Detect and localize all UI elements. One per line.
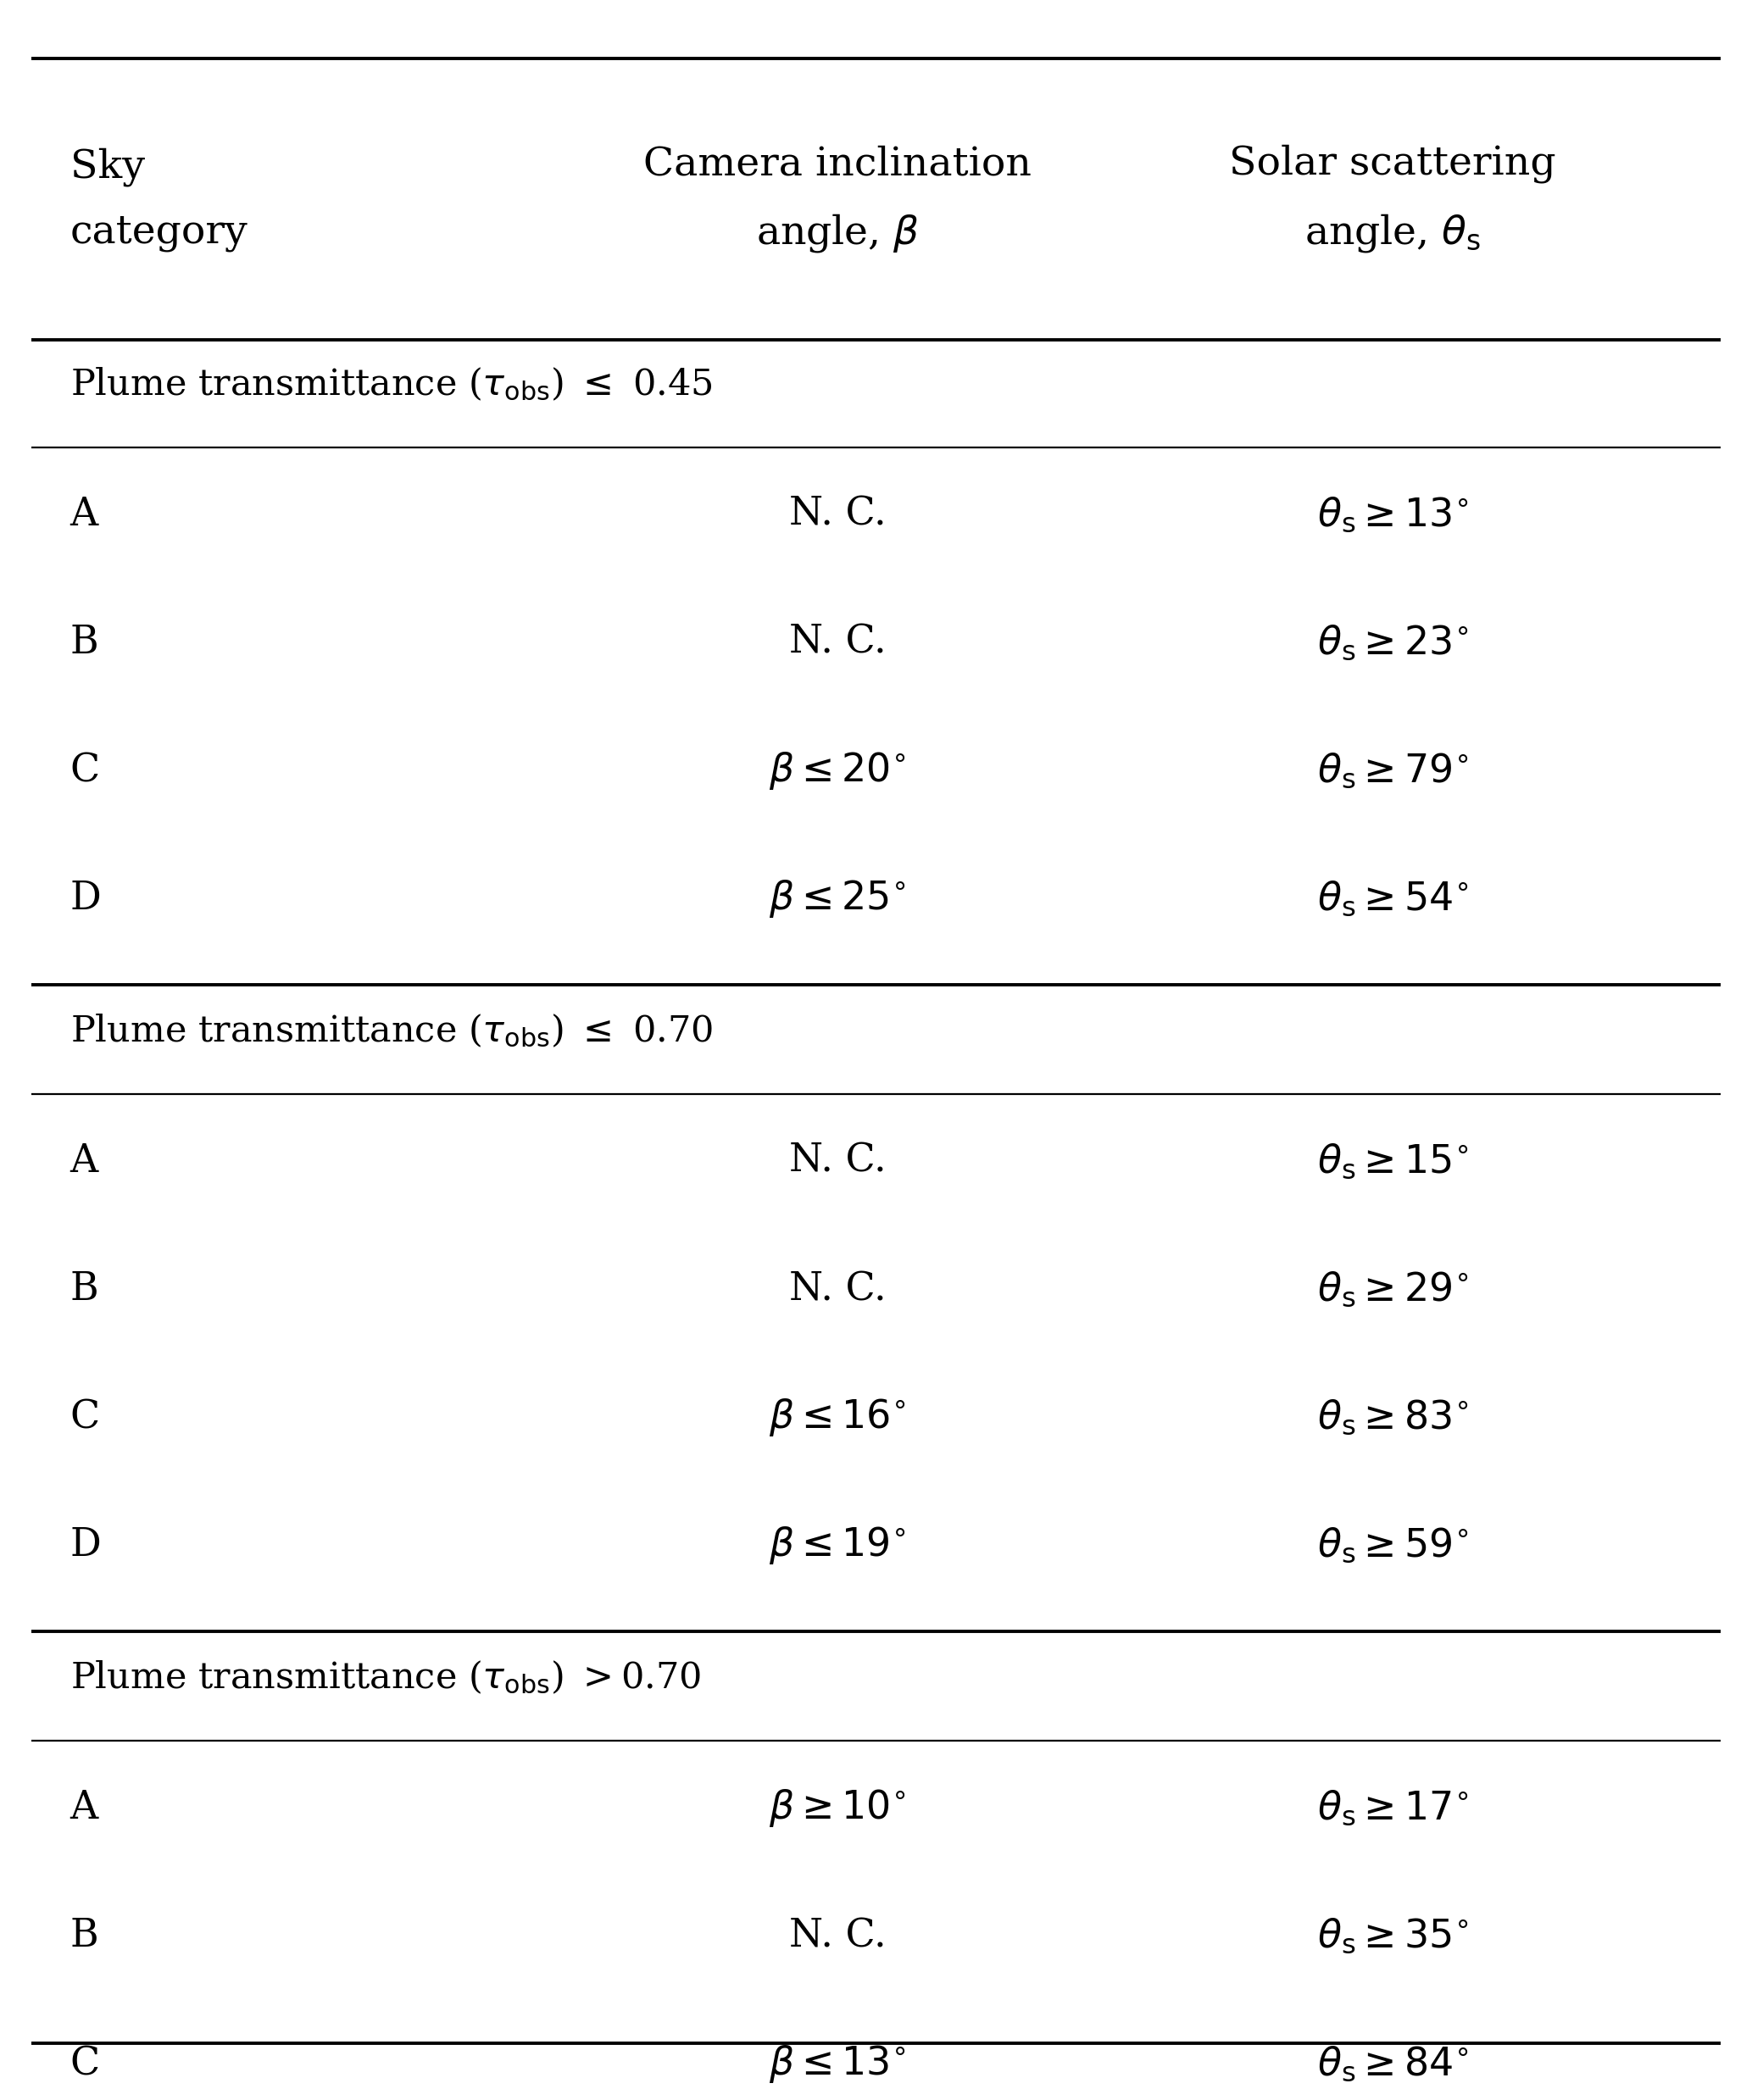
- Text: $\theta_\mathrm{s} \geq 83^{\circ}$: $\theta_\mathrm{s} \geq 83^{\circ}$: [1318, 1399, 1468, 1436]
- Text: N. C.: N. C.: [788, 624, 887, 662]
- Text: A: A: [70, 1789, 98, 1827]
- Text: N. C.: N. C.: [788, 1270, 887, 1308]
- Text: $\beta \leq 16^{\circ}$: $\beta \leq 16^{\circ}$: [769, 1396, 906, 1438]
- Text: A: A: [70, 1142, 98, 1180]
- Text: Camera inclination
angle, $\beta$: Camera inclination angle, $\beta$: [643, 145, 1032, 254]
- Text: N. C.: N. C.: [788, 1142, 887, 1180]
- Text: N. C.: N. C.: [788, 1917, 887, 1955]
- Text: Solar scattering
angle, $\theta_\mathrm{s}$: Solar scattering angle, $\theta_\mathrm{…: [1230, 145, 1556, 254]
- Text: $\theta_\mathrm{s} \geq 29^{\circ}$: $\theta_\mathrm{s} \geq 29^{\circ}$: [1318, 1270, 1468, 1308]
- Text: D: D: [70, 880, 102, 918]
- Text: C: C: [70, 1399, 100, 1436]
- Text: Plume transmittance ($\tau_\mathrm{obs}$) $>$0.70: Plume transmittance ($\tau_\mathrm{obs}$…: [70, 1659, 701, 1697]
- Text: N. C.: N. C.: [788, 496, 887, 533]
- Text: $\theta_\mathrm{s} \geq 23^{\circ}$: $\theta_\mathrm{s} \geq 23^{\circ}$: [1318, 624, 1468, 662]
- Text: $\theta_\mathrm{s} \geq 13^{\circ}$: $\theta_\mathrm{s} \geq 13^{\circ}$: [1318, 496, 1468, 533]
- Text: Sky
category: Sky category: [70, 147, 247, 252]
- Text: $\theta_\mathrm{s} \geq 54^{\circ}$: $\theta_\mathrm{s} \geq 54^{\circ}$: [1318, 880, 1468, 918]
- Text: $\beta \leq 20^{\circ}$: $\beta \leq 20^{\circ}$: [769, 750, 906, 792]
- Text: $\theta_\mathrm{s} \geq 17^{\circ}$: $\theta_\mathrm{s} \geq 17^{\circ}$: [1318, 1789, 1468, 1827]
- Text: $\beta \leq 19^{\circ}$: $\beta \leq 19^{\circ}$: [769, 1525, 906, 1567]
- Text: $\beta \geq 10^{\circ}$: $\beta \geq 10^{\circ}$: [769, 1787, 906, 1829]
- Text: $\theta_\mathrm{s} \geq 79^{\circ}$: $\theta_\mathrm{s} \geq 79^{\circ}$: [1318, 752, 1468, 790]
- Text: B: B: [70, 1917, 98, 1955]
- Text: Plume transmittance ($\tau_\mathrm{obs}$) $\leq$ 0.70: Plume transmittance ($\tau_\mathrm{obs}$…: [70, 1012, 713, 1050]
- Text: A: A: [70, 496, 98, 533]
- Text: C: C: [70, 752, 100, 790]
- Text: D: D: [70, 1527, 102, 1564]
- Text: $\theta_\mathrm{s} \geq 59^{\circ}$: $\theta_\mathrm{s} \geq 59^{\circ}$: [1318, 1527, 1468, 1564]
- Text: B: B: [70, 624, 98, 662]
- Text: Plume transmittance ($\tau_\mathrm{obs}$) $\leq$ 0.45: Plume transmittance ($\tau_\mathrm{obs}$…: [70, 365, 711, 403]
- Text: $\theta_\mathrm{s} \geq 15^{\circ}$: $\theta_\mathrm{s} \geq 15^{\circ}$: [1318, 1142, 1468, 1180]
- Text: $\theta_\mathrm{s} \geq 35^{\circ}$: $\theta_\mathrm{s} \geq 35^{\circ}$: [1318, 1917, 1468, 1955]
- Text: $\theta_\mathrm{s} \geq 84^{\circ}$: $\theta_\mathrm{s} \geq 84^{\circ}$: [1318, 2045, 1468, 2083]
- Text: B: B: [70, 1270, 98, 1308]
- Text: C: C: [70, 2045, 100, 2083]
- Text: $\beta \leq 13^{\circ}$: $\beta \leq 13^{\circ}$: [769, 2043, 906, 2085]
- Text: $\beta \leq 25^{\circ}$: $\beta \leq 25^{\circ}$: [769, 878, 906, 920]
